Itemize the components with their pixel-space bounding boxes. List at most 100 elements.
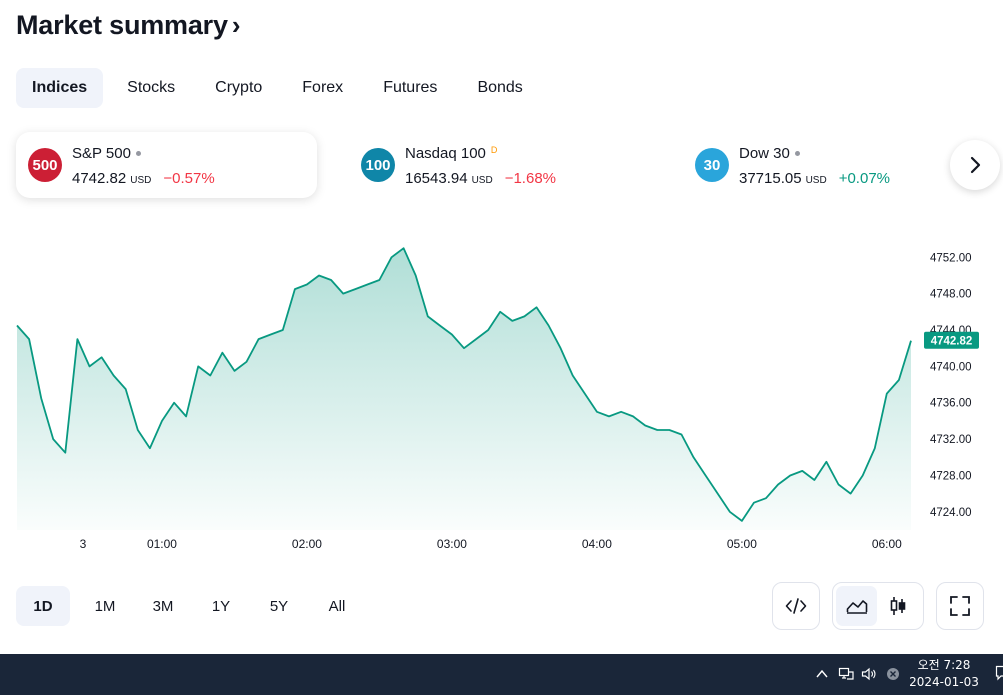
range-all[interactable]: All bbox=[328, 597, 346, 615]
range-1m[interactable]: 1M bbox=[94, 597, 116, 615]
index-name: S&P 500 bbox=[72, 145, 131, 162]
range-5y[interactable]: 5Y bbox=[269, 597, 289, 615]
x-axis-tick-label: 04:00 bbox=[582, 537, 612, 551]
chart-data-point bbox=[39, 396, 43, 400]
chart-data-point bbox=[776, 483, 780, 487]
y-axis-tick-label: 4740.00 bbox=[930, 361, 972, 373]
chart-data-point bbox=[486, 328, 490, 332]
tab-crypto[interactable]: Crypto bbox=[215, 79, 263, 96]
range-1y[interactable]: 1Y bbox=[211, 597, 231, 615]
chart-data-point bbox=[595, 410, 599, 414]
y-axis-tick-label: 4748.00 bbox=[930, 289, 972, 301]
chart-data-point bbox=[559, 346, 563, 350]
volume-icon[interactable] bbox=[861, 667, 877, 681]
chart-data-point bbox=[909, 339, 913, 343]
system-clock[interactable]: 오전 7:28 2024-01-03 bbox=[905, 657, 983, 691]
chart-data-point bbox=[402, 246, 406, 250]
chart-data-point bbox=[365, 283, 369, 287]
market-summary-title[interactable]: Market summary › bbox=[16, 10, 240, 41]
index-card-nasdaq100[interactable]: 100 Nasdaq 100 D 16543.94 USD −1.68% bbox=[349, 132, 649, 198]
tab-bonds[interactable]: Bonds bbox=[477, 79, 523, 96]
chart-data-point bbox=[897, 378, 901, 382]
tab-stocks[interactable]: Stocks bbox=[127, 79, 176, 96]
chart-data-point bbox=[450, 333, 454, 337]
chart-data-point bbox=[740, 519, 744, 523]
chart-data-point bbox=[233, 369, 237, 373]
chart-data-point bbox=[245, 360, 249, 364]
index-price: 16543.94 bbox=[405, 169, 468, 187]
chart-data-point bbox=[631, 414, 635, 418]
page-title: Market summary bbox=[16, 10, 228, 40]
chart-data-point bbox=[293, 287, 297, 291]
chart-data-point bbox=[462, 346, 466, 350]
area-chart-button[interactable] bbox=[836, 586, 877, 626]
chart-data-point bbox=[317, 274, 321, 278]
x-axis-tick-label: 01:00 bbox=[147, 537, 177, 551]
y-axis-tick-label: 4732.00 bbox=[930, 434, 972, 446]
index-price: 4742.82 bbox=[72, 169, 127, 187]
index-price: 37715.05 bbox=[739, 169, 802, 187]
notification-icon[interactable] bbox=[995, 665, 1003, 681]
sp500-logo: 500 bbox=[28, 148, 62, 182]
index-change: −0.57% bbox=[163, 169, 215, 187]
time-range-selector: 1D 1M 3M 1Y 5Y All bbox=[16, 586, 372, 626]
chart-data-point bbox=[800, 469, 804, 473]
chart-data-point bbox=[510, 319, 514, 323]
chart-data-point bbox=[75, 337, 79, 341]
index-card-sp500[interactable]: 500 S&P 500 4742.82 USD −0.57% bbox=[16, 132, 317, 198]
chart-data-point bbox=[752, 501, 756, 505]
chart-data-point bbox=[208, 374, 212, 378]
chart-data-point bbox=[849, 492, 853, 496]
x-axis-tick-label: 05:00 bbox=[727, 537, 757, 551]
chart-data-point bbox=[414, 274, 418, 278]
chart-data-point bbox=[728, 510, 732, 514]
fullscreen-button[interactable] bbox=[936, 582, 984, 630]
windows-taskbar: 오전 7:28 2024-01-03 bbox=[0, 654, 1003, 695]
chart-data-point bbox=[269, 333, 273, 337]
embed-button[interactable] bbox=[772, 582, 820, 630]
chart-data-point bbox=[220, 351, 224, 355]
x-axis-tick-label: 3 bbox=[80, 537, 87, 551]
chart-data-point bbox=[667, 428, 671, 432]
chart-price-line bbox=[16, 247, 912, 522]
chart-data-point bbox=[51, 437, 55, 441]
chart-data-point bbox=[112, 374, 116, 378]
chart-data-point bbox=[281, 328, 285, 332]
y-axis-tick-label: 4724.00 bbox=[930, 507, 972, 519]
chart-data-point bbox=[885, 392, 889, 396]
chart-data-point bbox=[571, 374, 575, 378]
range-3m[interactable]: 3M bbox=[152, 597, 174, 615]
clock-time: 오전 7:28 bbox=[917, 658, 971, 672]
chevron-up-icon[interactable] bbox=[815, 667, 829, 681]
chart-data-point bbox=[704, 474, 708, 478]
chart-data-point bbox=[788, 474, 792, 478]
clock-date: 2024-01-03 bbox=[909, 675, 979, 689]
chart-data-point bbox=[124, 387, 128, 391]
chart-data-point bbox=[824, 460, 828, 464]
chart-data-point bbox=[764, 496, 768, 500]
price-chart[interactable]: 4752.004748.004744.004740.004736.004732.… bbox=[0, 220, 1003, 560]
chart-data-point bbox=[15, 324, 19, 328]
candlestick-icon bbox=[890, 597, 905, 615]
next-cards-button[interactable] bbox=[950, 140, 1000, 190]
chart-data-point bbox=[680, 433, 684, 437]
close-circle-icon[interactable] bbox=[886, 667, 900, 681]
currency-label: USD bbox=[471, 174, 493, 186]
range-1d[interactable]: 1D bbox=[16, 586, 70, 626]
index-name: Dow 30 bbox=[739, 145, 790, 162]
nasdaq100-logo: 100 bbox=[361, 148, 395, 182]
tab-forex[interactable]: Forex bbox=[302, 79, 344, 96]
chart-data-point bbox=[498, 310, 502, 314]
index-card-dow30[interactable]: 30 Dow 30 37715.05 USD +0.07% bbox=[683, 132, 943, 198]
tab-futures[interactable]: Futures bbox=[383, 79, 438, 96]
delayed-data-badge: D bbox=[490, 144, 498, 155]
chart-data-point bbox=[861, 474, 865, 478]
index-change: −1.68% bbox=[504, 169, 556, 187]
tab-indices[interactable]: Indices bbox=[16, 68, 104, 108]
network-icon[interactable] bbox=[838, 667, 854, 681]
chart-data-point bbox=[837, 483, 841, 487]
candlestick-chart-button[interactable] bbox=[877, 586, 918, 626]
dow30-logo: 30 bbox=[695, 148, 729, 182]
y-axis-tick-label: 4752.00 bbox=[930, 252, 972, 264]
chart-data-point bbox=[619, 410, 623, 414]
